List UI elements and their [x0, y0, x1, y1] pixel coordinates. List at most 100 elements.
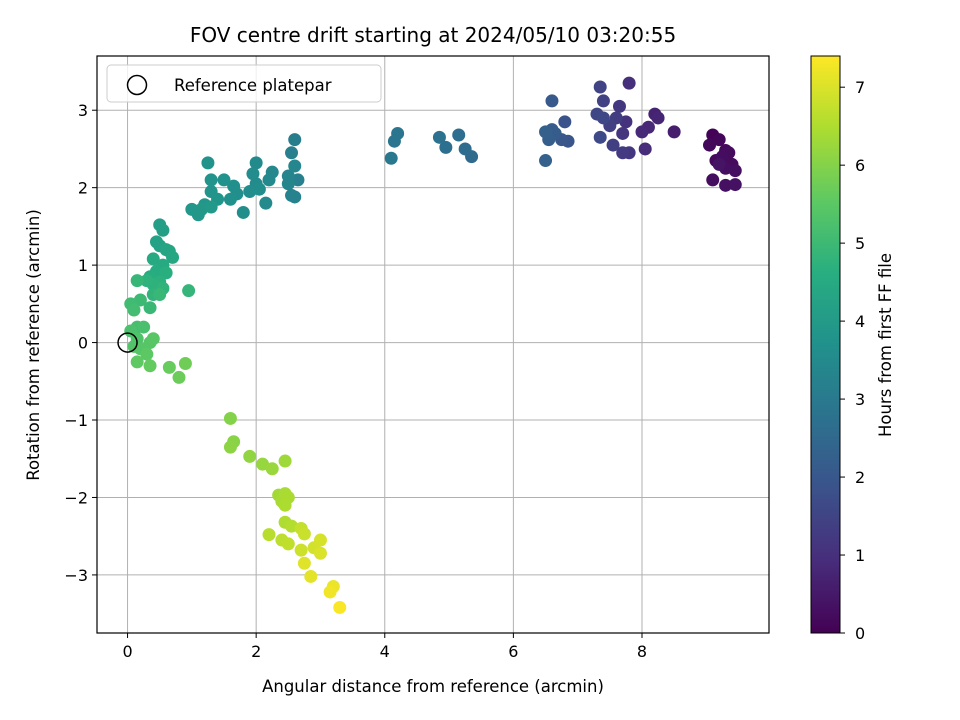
colorbar-tick-label: 3: [855, 390, 865, 409]
y-tick-label: −2: [64, 488, 88, 507]
data-point: [140, 274, 154, 288]
data-point: [236, 205, 250, 219]
y-axis-label: Rotation from reference (arcmin): [24, 209, 43, 481]
data-point: [728, 178, 742, 192]
data-point: [262, 528, 276, 542]
data-point: [616, 146, 630, 160]
x-tick-label: 8: [637, 642, 647, 661]
x-axis-label: Angular distance from reference (arcmin): [262, 677, 604, 696]
colorbar-gradient: [810, 55, 841, 634]
data-point: [146, 252, 160, 266]
data-point: [313, 546, 327, 560]
legend: Reference platepar: [106, 64, 382, 103]
data-point: [182, 284, 196, 298]
data-point: [265, 462, 279, 476]
data-point: [703, 138, 717, 152]
data-point: [297, 556, 311, 570]
data-point: [593, 80, 607, 94]
data-point: [281, 177, 295, 191]
data-point: [558, 115, 572, 129]
data-point: [706, 173, 720, 187]
reference-point-marker: [117, 332, 138, 353]
data-point: [593, 130, 607, 144]
x-tick-label: 0: [122, 642, 132, 661]
data-point: [539, 154, 553, 168]
data-point: [384, 151, 398, 165]
data-point: [545, 94, 559, 108]
y-axis: −3 −2 −1 0 1 2 3: [64, 101, 97, 585]
grid: [97, 56, 769, 633]
y-tick-label: 3: [78, 101, 88, 120]
data-point: [204, 200, 218, 214]
data-point: [616, 126, 630, 140]
data-point: [285, 188, 299, 202]
colorbar-tick-label: 6: [855, 156, 865, 175]
data-point: [146, 332, 160, 346]
data-point: [127, 303, 141, 317]
y-tick-label: −1: [64, 411, 88, 430]
data-point: [130, 274, 144, 288]
colorbar-tick-label: 1: [855, 546, 865, 565]
data-point: [204, 173, 218, 187]
data-point: [156, 223, 170, 237]
data-point: [278, 498, 292, 512]
data-point: [259, 196, 273, 210]
x-axis: 0 2 4 6 8: [122, 633, 647, 661]
data-point: [166, 250, 180, 264]
data-point: [596, 94, 610, 108]
legend-marker: [126, 74, 148, 96]
data-point: [387, 134, 401, 148]
data-point: [313, 533, 327, 547]
data-point: [201, 156, 215, 170]
plot-frame: [96, 55, 770, 634]
data-point: [262, 173, 276, 187]
colorbar-tick-label: 7: [855, 78, 865, 97]
data-point: [667, 125, 681, 139]
colorbar-tick-label: 5: [855, 234, 865, 253]
data-point: [223, 192, 237, 206]
data-point: [288, 159, 302, 173]
data-point: [281, 537, 295, 551]
x-tick-label: 2: [251, 642, 261, 661]
data-point: [439, 140, 453, 154]
data-point: [651, 111, 665, 125]
chart-title: FOV centre drift starting at 2024/05/10 …: [190, 23, 676, 47]
legend-label: Reference platepar: [174, 76, 332, 95]
data-point: [172, 370, 186, 384]
data-point: [130, 355, 144, 369]
data-point: [288, 133, 302, 147]
colorbar-tick-label: 2: [855, 468, 865, 487]
data-point: [185, 202, 199, 216]
data-point: [143, 359, 157, 373]
data-point: [246, 167, 260, 181]
x-tick-label: 6: [508, 642, 518, 661]
data-point: [162, 360, 176, 374]
data-point: [256, 457, 270, 471]
data-point: [249, 156, 263, 170]
colorbar: 0 1 2 3 4 5 6 7 Hours from first FF file: [810, 55, 895, 643]
data-point: [153, 288, 167, 302]
data-point: [539, 125, 553, 139]
colorbar-tick-label: 0: [855, 624, 865, 643]
data-point: [304, 569, 318, 583]
data-point: [252, 182, 266, 196]
data-point: [217, 173, 231, 187]
data-point: [285, 146, 299, 160]
data-point: [140, 347, 154, 361]
data-point: [294, 543, 308, 557]
data-point: [159, 266, 173, 280]
data-point: [278, 454, 292, 468]
x-tick-label: 4: [380, 642, 390, 661]
data-point: [137, 320, 151, 334]
data-point: [719, 178, 733, 192]
data-point: [622, 76, 636, 90]
data-point: [606, 138, 620, 152]
data-point: [596, 111, 610, 125]
data-point: [635, 125, 649, 139]
data-point: [223, 411, 237, 425]
data-point: [178, 356, 192, 370]
data-point: [323, 585, 337, 599]
colorbar-label: Hours from first FF file: [876, 253, 895, 437]
data-point: [432, 130, 446, 144]
